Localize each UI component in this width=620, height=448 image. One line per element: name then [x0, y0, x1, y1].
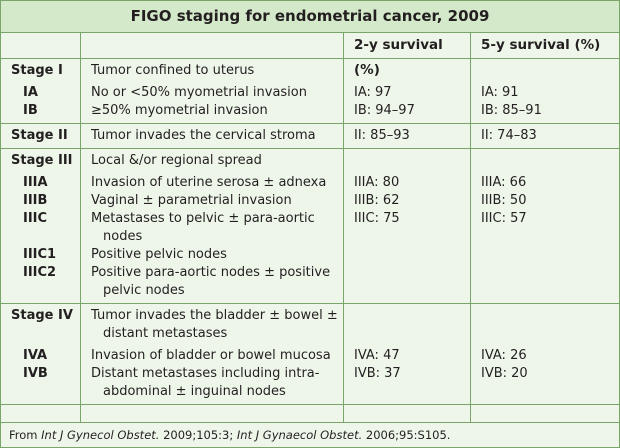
stage-group: Stage III Local &/or regional spread IIIA I… [1, 149, 619, 304]
stage-cell: IIIC [23, 211, 48, 226]
survival-2y-cell: IVB: 37 [354, 366, 401, 381]
stage-cell: IIIC1 [23, 247, 57, 262]
survival-2y-cell [344, 152, 471, 170]
survival-2y-cell [344, 307, 471, 343]
description-cell: Metastases to pelvic ± para-aortic nodes [91, 211, 315, 244]
table-row: Stage II Tumor invades the cervical strom… [1, 127, 619, 145]
header-row: 2-y survival (%) 5-y survival (%) [1, 33, 619, 78]
table-row: IB ≥50% myometrial invasion IB: 94–97 IB: 8… [1, 102, 619, 120]
survival-5y-cell: IIIB: 50 [481, 193, 527, 208]
column-divider [470, 33, 471, 422]
table-row: IA No or <50% myometrial invasion IA: 97 IA… [1, 84, 619, 102]
stage-cell: Stage III [11, 153, 73, 168]
stage-cell: Stage IV [11, 308, 73, 323]
table-row: IIIB Vaginal ± parametrial invasion IIIB: … [1, 192, 619, 210]
survival-2y-cell: II: 85–93 [354, 128, 410, 143]
column-divider [80, 33, 81, 422]
stage-cell: IB [23, 103, 38, 118]
survival-5y-cell: IA: 91 [481, 85, 519, 100]
footer-text: Int J Gynecol Obstet. [41, 428, 160, 442]
table-title: FIGO staging for endometrial cancer, 200… [1, 1, 619, 33]
footer-text: 2009;105:3; [159, 428, 237, 442]
stage-group: Stage II Tumor invades the cervical strom… [1, 124, 619, 149]
table-row: Stage I Tumor confined to uterus [1, 62, 619, 80]
stage-cell: Stage II [11, 128, 68, 143]
table-row: Stage IV Tumor invades the bladder ± bowe… [1, 307, 619, 343]
footer-text: 2006;95:S105. [362, 428, 451, 442]
survival-5y-cell: IVB: 20 [481, 366, 528, 381]
stage-cell: IIIA [23, 175, 48, 190]
stage-cell: Stage I [11, 63, 63, 78]
survival-5y-cell: IVA: 26 [481, 348, 527, 363]
stage-cell: IA [23, 85, 38, 100]
description-cell: Tumor invades the bladder ± bowel ± dist… [91, 308, 338, 341]
header-cell: 5-y survival (%) [481, 37, 601, 53]
stage-cell: IIIB [23, 193, 48, 208]
description-cell: Positive para-aortic nodes ± positive pe… [91, 265, 331, 298]
survival-5y-cell [471, 246, 619, 264]
description-cell: Invasion of bladder or bowel mucosa [91, 348, 331, 363]
survival-2y-cell [344, 246, 471, 264]
survival-2y-cell: IVA: 47 [354, 348, 400, 363]
survival-2y-cell: IIIA: 80 [354, 175, 400, 190]
survival-2y-cell: IIIB: 62 [354, 193, 400, 208]
column-divider [343, 33, 344, 422]
table-row: IIIC1 Positive pelvic nodes [1, 246, 619, 264]
description-cell: Tumor invades the cervical stroma [91, 128, 316, 143]
survival-5y-cell: IB: 85–91 [481, 103, 542, 118]
description-cell: No or <50% myometrial invasion [91, 85, 307, 100]
survival-2y-cell [344, 264, 471, 300]
survival-2y-cell [344, 62, 471, 80]
survival-5y-cell [471, 62, 619, 80]
description-cell: Distant metastases including intra-abdom… [91, 366, 320, 399]
description-cell: Invasion of uterine serosa ± adnexa [91, 175, 327, 190]
stage-group: Stage IV Tumor invades the bladder ± bowe… [1, 304, 619, 405]
table-row: IVA Invasion of bladder or bowel mucosa IV… [1, 347, 619, 365]
survival-2y-cell: IB: 94–97 [354, 103, 415, 118]
table-row: IVB Distant metastases including intra-ab… [1, 365, 619, 401]
table-body: Stage I Tumor confined to uterus IA No or <… [1, 59, 619, 405]
stage-group: Stage I Tumor confined to uterus IA No or <… [1, 59, 619, 124]
stage-cell: IVA [23, 348, 48, 363]
description-cell: ≥50% myometrial invasion [91, 103, 268, 118]
table-row: Stage III Local &/or regional spread [1, 152, 619, 170]
description-cell: Local &/or regional spread [91, 153, 262, 168]
survival-5y-cell: II: 74–83 [481, 128, 537, 143]
survival-5y-cell [471, 307, 619, 343]
stage-cell: IIIC2 [23, 265, 57, 280]
footer-text: From [9, 428, 42, 442]
survival-2y-cell: IIIC: 75 [354, 211, 400, 226]
description-cell: Positive pelvic nodes [91, 247, 227, 262]
survival-5y-cell: IIIA: 66 [481, 175, 527, 190]
description-cell: Vaginal ± parametrial invasion [91, 193, 292, 208]
footer: From Int J Gynecol Obstet. 2009;105:3; I… [1, 422, 619, 447]
description-cell: Tumor confined to uterus [91, 63, 255, 78]
survival-5y-cell [471, 152, 619, 170]
stage-cell: IVB [23, 366, 48, 381]
survival-2y-cell: IA: 97 [354, 85, 392, 100]
table-row: IIIA Invasion of uterine serosa ± adnexa I… [1, 174, 619, 192]
header-cell: 2-y survival (%) [354, 37, 443, 78]
survival-5y-cell: IIIC: 57 [481, 211, 527, 226]
survival-5y-cell [471, 264, 619, 300]
table-row: IIIC2 Positive para-aortic nodes ± positi… [1, 264, 619, 300]
table-row: IIIC Metastases to pelvic ± para-aortic n… [1, 210, 619, 246]
footer-text: Int J Gynaecol Obstet. [236, 428, 363, 442]
